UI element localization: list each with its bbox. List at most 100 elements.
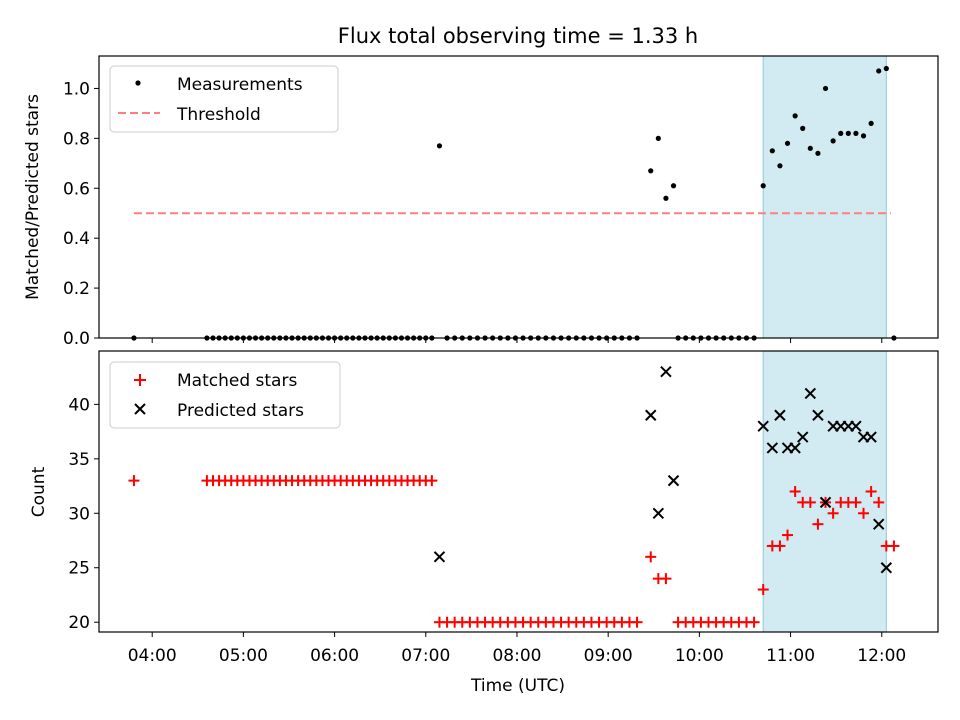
bottom-y-tick-label: 35: [68, 450, 90, 470]
x-tick-label: 06:00: [310, 646, 359, 666]
top-y-tick-label: 0.6: [63, 179, 90, 199]
matched-star-point: [748, 616, 760, 628]
predicted-star-point: [850, 420, 862, 432]
top-legend: Measurements Threshold: [109, 65, 339, 133]
matched-star-point: [865, 486, 877, 497]
predicted-star-point: [774, 409, 786, 421]
measurement-point: [868, 120, 874, 126]
top-legend-box: [109, 65, 339, 133]
top-y-axis-label: Matched/Predicted stars: [23, 94, 43, 300]
matched-star-point: [888, 540, 900, 552]
bottom-series-matched-stars: [128, 475, 900, 628]
bottom-y-tick-label: 20: [68, 613, 90, 633]
predicted-star-point: [804, 387, 817, 400]
matched-star-point: [757, 584, 769, 596]
matched-legend-marker: [134, 374, 146, 386]
predicted-star-point: [660, 365, 672, 378]
top-y-tick-label: 0.8: [63, 129, 90, 149]
measurement-point: [830, 138, 836, 144]
bottom-panel: 20 25 30 35 40 04:00 05:00 06:00 07:00 08:00 09:0…: [29, 350, 939, 696]
measurements-legend-marker: [135, 80, 141, 86]
x-tick-label: 12:00: [857, 646, 906, 666]
predicted-star-point: [645, 409, 657, 421]
top-y-tick-label: 0.2: [63, 279, 90, 299]
matched-star-point: [804, 496, 816, 508]
bottom-y-axis: 20 25 30 35 40: [68, 395, 99, 633]
matched-legend-label: Matched stars: [177, 371, 297, 391]
measurement-point: [883, 65, 889, 72]
bottom-y-tick-label: 25: [68, 559, 90, 579]
top-y-axis: 0.0 0.2 0.4 0.6 0.8 1.0: [63, 79, 99, 349]
top-y-tick-label: 0.0: [63, 329, 90, 349]
predicted-legend-label: Predicted stars: [177, 401, 304, 421]
measurement-point: [860, 133, 867, 139]
predicted-star-point: [797, 431, 809, 443]
bottom-plot-area: [98, 350, 939, 633]
matched-star-point: [426, 475, 438, 487]
measurement-point: [777, 163, 783, 169]
matched-star-point: [782, 529, 794, 541]
bottom-axes-frame: [98, 350, 939, 633]
x-axis-label: Time (UTC): [470, 676, 565, 696]
threshold-legend-label: Threshold: [176, 105, 261, 125]
matched-star-point: [827, 507, 839, 519]
measurement-point: [792, 113, 798, 119]
measurement-point: [663, 195, 669, 201]
predicted-star-point: [652, 507, 665, 519]
matched-star-point: [631, 616, 643, 628]
measurement-point: [815, 150, 821, 156]
measurement-point: [760, 183, 766, 189]
predicted-star-point: [865, 431, 877, 443]
measurement-point: [769, 148, 775, 154]
measurement-point: [784, 140, 791, 146]
measurement-point: [807, 145, 813, 151]
bottom-y-tick-label: 30: [68, 504, 90, 524]
measurement-point: [853, 130, 859, 136]
bottom-y-tick-label: 40: [68, 395, 90, 415]
bottom-y-axis-label: Count: [29, 466, 49, 517]
predicted-star-point: [873, 518, 885, 530]
matched-star-point: [850, 496, 862, 508]
measurement-point: [876, 68, 882, 74]
predicted-star-point: [433, 551, 446, 563]
predicted-star-point: [766, 442, 779, 454]
matched-star-point: [873, 496, 885, 508]
measurement-point: [822, 85, 829, 92]
measurement-point: [655, 135, 661, 141]
predicted-star-point: [789, 442, 801, 454]
predicted-star-point: [667, 474, 680, 487]
predicted-star-point: [757, 420, 769, 432]
x-tick-label: 08:00: [492, 646, 541, 666]
measurement-point: [845, 130, 851, 136]
top-y-tick-label: 0.4: [63, 229, 90, 249]
measurement-point: [648, 168, 654, 174]
bottom-legend: Matched stars Predicted stars: [109, 361, 341, 429]
matched-star-point: [645, 551, 657, 563]
bottom-series-predicted-stars: [433, 365, 893, 574]
matched-star-point: [774, 540, 786, 552]
x-tick-label: 10:00: [675, 646, 724, 666]
measurement-point: [800, 125, 806, 131]
matched-star-point: [128, 475, 140, 487]
measurement-point: [670, 183, 677, 189]
top-panel: 0.0 0.2 0.4 0.6 0.8 1.0 Matched/Predicted sta…: [23, 55, 939, 349]
bottom-x-axis: 04:00 05:00 06:00 07:00 08:00 09:00 10:00 11:00…: [128, 632, 906, 666]
matched-star-point: [789, 486, 801, 497]
x-tick-label: 07:00: [401, 646, 450, 666]
top-y-tick-label: 1.0: [63, 79, 90, 99]
predicted-star-point: [819, 496, 832, 509]
x-tick-label: 04:00: [128, 646, 177, 666]
top-axes-frame: [98, 55, 939, 339]
measurements-legend-label: Measurements: [177, 75, 303, 95]
top-plot-area: [98, 55, 939, 343]
bottom-legend-box: [109, 361, 341, 429]
predicted-star-point: [812, 409, 824, 421]
x-tick-label: 11:00: [766, 646, 815, 666]
matched-star-point: [812, 518, 824, 530]
x-tick-label: 09:00: [584, 646, 633, 666]
predicted-star-point: [880, 562, 893, 574]
measurement-point: [436, 143, 443, 149]
x-tick-label: 05:00: [219, 646, 268, 666]
measurement-point: [838, 130, 844, 136]
